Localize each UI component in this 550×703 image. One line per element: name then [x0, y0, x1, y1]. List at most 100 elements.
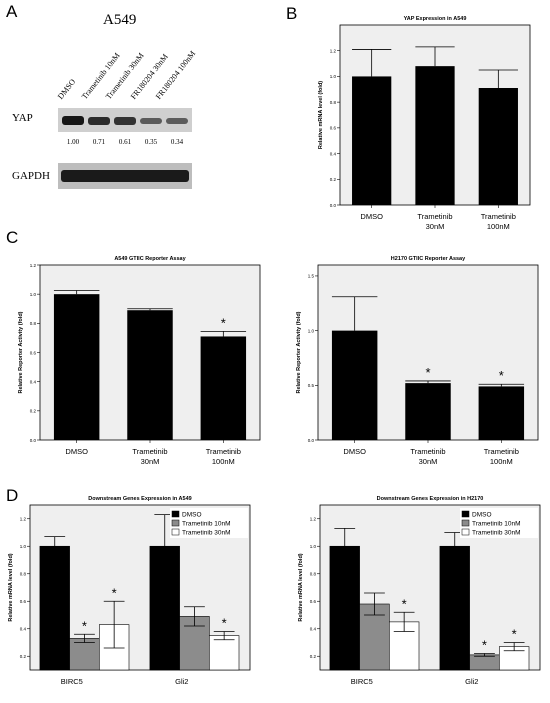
x-tick-label: Gli2: [465, 677, 478, 686]
chart-title: YAP Expression in A549: [404, 16, 467, 22]
chart-title: H2170 GTIIC Reporter Assay: [391, 256, 466, 262]
x-tick-label: Trametinib: [481, 212, 516, 221]
y-axis-label: Relative Reporter Activity (fold): [296, 311, 302, 393]
gapdh-band: [61, 170, 189, 182]
legend-label: DMSO: [182, 512, 202, 519]
quant-value: 0.61: [118, 138, 132, 146]
y-tick-label: 0.4: [310, 627, 317, 632]
chart-title: A549 GTIIC Reporter Assay: [114, 256, 186, 262]
x-tick-label: BIRC5: [61, 677, 83, 686]
y-axis-label: Relative mRNA level (fold): [8, 553, 14, 621]
legend-swatch: [461, 519, 470, 527]
significance-star: *: [482, 638, 487, 653]
significance-star: *: [402, 596, 407, 611]
bar: [200, 336, 247, 440]
bar: [415, 66, 455, 206]
bar: [209, 635, 240, 671]
significance-star: *: [112, 585, 117, 600]
legend-swatch: [171, 519, 180, 527]
y-tick-label: 1.0: [20, 544, 27, 549]
blot-title: A549: [103, 12, 137, 28]
x-tick-label: Trametinib: [206, 447, 241, 456]
y-tick-label: 0.8: [30, 321, 37, 326]
y-tick-label: 0.4: [20, 627, 27, 632]
y-tick-label: 0.6: [20, 599, 27, 604]
bar: [469, 654, 500, 671]
y-tick-label: 0.8: [310, 572, 317, 577]
y-tick-label: 1.0: [330, 74, 337, 79]
legend-label: Trametinib 10nM: [182, 521, 231, 528]
gapdh-blot-strip: [58, 163, 192, 189]
panel-letter-d: D: [6, 486, 19, 505]
y-tick-label: 1.2: [30, 263, 37, 268]
chart-title: Downstream Genes Expression in A549: [88, 496, 191, 502]
x-tick-label: BIRC5: [351, 677, 373, 686]
x-tick-label: 100nM: [487, 222, 510, 231]
y-tick-label: 1.2: [310, 517, 317, 522]
x-tick-label: Gli2: [175, 677, 188, 686]
y-tick-label: 0.6: [30, 350, 37, 355]
x-tick-label: Trametinib: [132, 447, 167, 456]
legend-label: Trametinib 30nM: [472, 530, 521, 537]
x-tick-label: 100nM: [212, 457, 235, 466]
y-tick-label: 0.0: [30, 438, 37, 443]
quant-value: 0.34: [170, 138, 184, 146]
legend-swatch: [171, 528, 180, 536]
y-tick-label: 0.6: [330, 126, 337, 131]
legend-swatch: [461, 510, 470, 518]
blot-row-label-gapdh: GAPDH: [12, 170, 50, 182]
significance-star: *: [222, 616, 227, 631]
significance-star: *: [425, 365, 430, 380]
significance-star: *: [82, 618, 87, 633]
x-tick-label: Trametinib: [410, 447, 445, 456]
x-tick-label: Trametinib: [484, 447, 519, 456]
x-tick-label: DMSO: [65, 447, 88, 456]
y-axis-label: Relative Reporter Activity (fold): [18, 311, 24, 393]
x-tick-label: 30nM: [141, 457, 160, 466]
y-axis-label: Relative mRNA level (fold): [318, 81, 324, 149]
legend-swatch: [171, 510, 180, 518]
y-tick-label: 0.8: [20, 572, 27, 577]
y-tick-label: 1.0: [310, 544, 317, 549]
y-tick-label: 1.0: [30, 292, 37, 297]
bar: [329, 545, 360, 671]
bar: [405, 383, 451, 440]
bar: [127, 310, 173, 440]
quant-value: 0.35: [144, 138, 158, 146]
panel-letter-c: C: [6, 228, 19, 247]
bar: [39, 545, 70, 671]
y-tick-label: 0.0: [308, 438, 315, 443]
x-tick-label: Trametinib: [417, 212, 452, 221]
quant-value: 1.00: [66, 138, 80, 146]
y-tick-label: 0.0: [330, 203, 337, 208]
y-tick-label: 1.2: [20, 517, 27, 522]
significance-star: *: [512, 627, 517, 642]
x-tick-label: 30nM: [419, 457, 438, 466]
bar: [69, 638, 100, 671]
bar: [352, 76, 392, 205]
legend-label: Trametinib 30nM: [182, 530, 231, 537]
bar: [439, 545, 470, 671]
x-tick-label: 30nM: [426, 222, 445, 231]
significance-star: *: [499, 368, 504, 383]
yap-band: [62, 116, 84, 125]
yap-band: [114, 117, 136, 125]
y-tick-label: 0.4: [30, 379, 37, 384]
y-tick-label: 0.5: [308, 383, 315, 388]
quant-value: 0.71: [92, 138, 106, 146]
legend-label: Trametinib 10nM: [472, 521, 521, 528]
y-tick-label: 0.8: [330, 100, 337, 105]
y-tick-label: 0.2: [330, 177, 337, 182]
significance-star: *: [221, 315, 226, 330]
y-tick-label: 0.4: [330, 151, 337, 156]
panel-letter-b: B: [286, 4, 298, 23]
y-tick-label: 1.0: [308, 328, 315, 333]
bar: [53, 294, 100, 440]
y-tick-label: 0.2: [30, 409, 37, 414]
yap-blot-strip: [58, 108, 192, 132]
legend-label: DMSO: [472, 512, 492, 519]
chart-title: Downstream Genes Expression in H2170: [377, 496, 484, 502]
